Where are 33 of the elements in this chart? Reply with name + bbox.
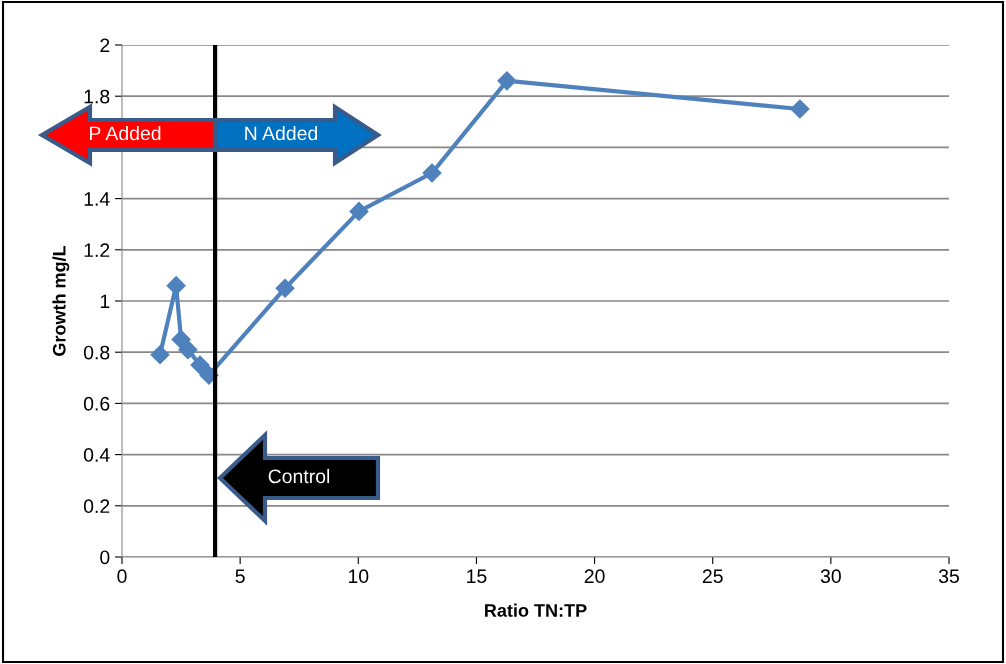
x-tick-label: 5 (235, 569, 245, 584)
annotation: N Added (245, 125, 318, 141)
y-tick-label: 1.4 (84, 192, 110, 206)
y-tick-label: 1 (100, 294, 110, 309)
y-tick-label: 0.6 (83, 396, 110, 411)
x-tick-label: 35 (938, 569, 959, 584)
annotation: P Added (90, 125, 161, 141)
point (275, 278, 295, 298)
point (422, 163, 442, 183)
x-tick-label: 30 (820, 569, 841, 584)
point (497, 71, 517, 91)
y-axis-title: Growth mg/L (52, 245, 70, 356)
x-axis-title: Ratio TN:TP (485, 603, 587, 617)
y-tick-label: 0 (100, 550, 110, 565)
y-tick-label: 1.8 (84, 89, 110, 104)
x-tick-label: 15 (467, 569, 487, 584)
point (790, 99, 810, 119)
point (190, 355, 210, 375)
annotation: Control (268, 468, 330, 484)
y-tick-label: 2 (100, 38, 110, 53)
point (166, 276, 186, 296)
point (178, 340, 198, 360)
x-tick-label: 25 (702, 569, 723, 584)
x-tick-label: 10 (348, 569, 369, 584)
point (171, 329, 191, 349)
point (150, 345, 170, 365)
y-tick-label: 0.4 (83, 448, 110, 462)
y-tick-label: 0.2 (83, 499, 110, 514)
y-tick-label: 1.2 (84, 243, 110, 257)
y-tick-label: 0.8 (83, 345, 110, 360)
x-tick-label: 20 (584, 569, 605, 584)
point (349, 201, 369, 221)
x-tick-label: 0 (117, 569, 127, 584)
